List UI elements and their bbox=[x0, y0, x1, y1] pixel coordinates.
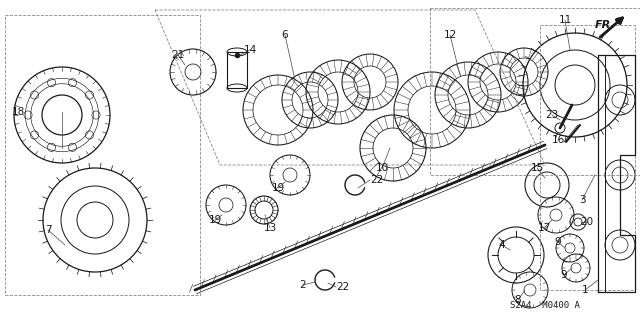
Text: FR.: FR. bbox=[595, 20, 616, 30]
Text: S2A4  M0400 A: S2A4 M0400 A bbox=[510, 301, 580, 310]
Text: 22: 22 bbox=[370, 175, 383, 185]
Text: 13: 13 bbox=[264, 223, 276, 233]
Text: 7: 7 bbox=[45, 225, 51, 235]
Text: 17: 17 bbox=[538, 223, 550, 233]
Text: 22: 22 bbox=[336, 282, 349, 292]
Text: 23: 23 bbox=[545, 110, 559, 120]
Text: 10: 10 bbox=[376, 163, 388, 173]
Text: 11: 11 bbox=[558, 15, 572, 25]
Text: 20: 20 bbox=[580, 217, 593, 227]
Text: 4: 4 bbox=[499, 240, 506, 250]
Text: 15: 15 bbox=[531, 163, 543, 173]
Text: 16: 16 bbox=[552, 135, 564, 145]
Text: 2: 2 bbox=[300, 280, 307, 290]
Text: 6: 6 bbox=[282, 30, 288, 40]
Bar bbox=[227, 52, 247, 88]
Text: 3: 3 bbox=[579, 195, 586, 205]
Text: 19: 19 bbox=[271, 183, 285, 193]
Text: 14: 14 bbox=[243, 45, 257, 55]
Text: 9: 9 bbox=[561, 270, 567, 280]
Text: 9: 9 bbox=[555, 237, 561, 247]
Text: 1: 1 bbox=[582, 285, 588, 295]
Text: 19: 19 bbox=[209, 215, 221, 225]
Text: 21: 21 bbox=[172, 50, 184, 60]
Text: 18: 18 bbox=[12, 107, 24, 117]
Text: 8: 8 bbox=[515, 295, 522, 305]
Bar bbox=[5, 15, 200, 295]
Text: 12: 12 bbox=[444, 30, 456, 40]
